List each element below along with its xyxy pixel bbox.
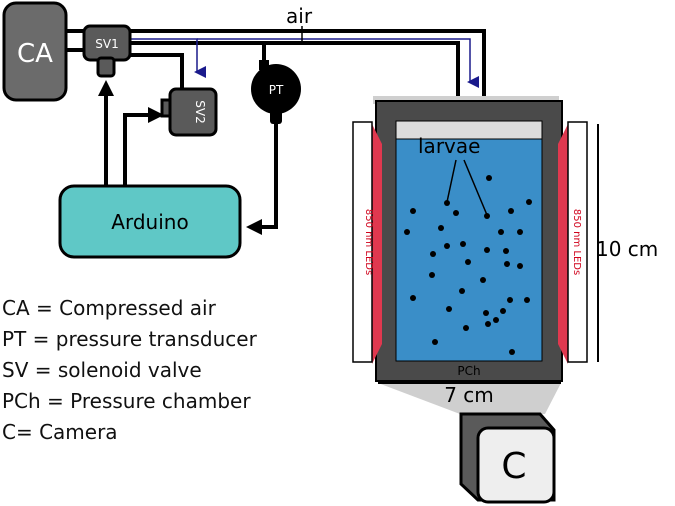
pressure-transducer: PT [251, 60, 301, 124]
arrow-to-sv2 [148, 107, 164, 123]
led-left-label: 850 nm LEDs [363, 209, 374, 275]
arrow-to-arduino [246, 219, 262, 235]
legend-item: CA = Compressed air [2, 296, 216, 320]
camera: C [459, 412, 556, 504]
height-label: 10 cm [596, 237, 658, 261]
legend-item: SV = solenoid valve [2, 358, 202, 382]
camera-label: C [501, 446, 526, 487]
compressed-air-label: CA [17, 39, 53, 69]
width-label: 7 cm [444, 383, 494, 407]
air-flow-lines [130, 38, 479, 88]
solenoid-valve-2: SV2 [160, 87, 218, 137]
sv1-label: SV1 [95, 37, 118, 51]
compressed-air-tank [2, 1, 68, 102]
pch-label: PCh [457, 364, 480, 378]
air-label: air [286, 4, 313, 28]
larvae-label: larvae [418, 134, 480, 158]
led-right-label: 850 nm LEDs [571, 209, 582, 275]
led-left: 850 nm LEDs [352, 121, 382, 364]
larvae-dots [404, 175, 532, 355]
camera-view-cone [378, 383, 561, 414]
legend-item: C= Camera [2, 420, 118, 444]
led-right: 850 nm LEDs [558, 121, 588, 364]
chamber-water [395, 138, 543, 362]
tubing [66, 29, 486, 229]
arduino-board [58, 184, 242, 259]
legend-item: PT = pressure transducer [2, 327, 257, 351]
arrow-to-sv1 [98, 80, 114, 96]
pt-label: PT [269, 83, 284, 97]
sv2-label: SV2 [193, 100, 207, 123]
arduino-label: Arduino [111, 210, 188, 234]
abbreviation-legend: CA = Compressed air PT = pressure transd… [2, 293, 257, 448]
solenoid-valve-1: SV1 [82, 24, 132, 78]
legend-item: PCh = Pressure chamber [2, 389, 251, 413]
